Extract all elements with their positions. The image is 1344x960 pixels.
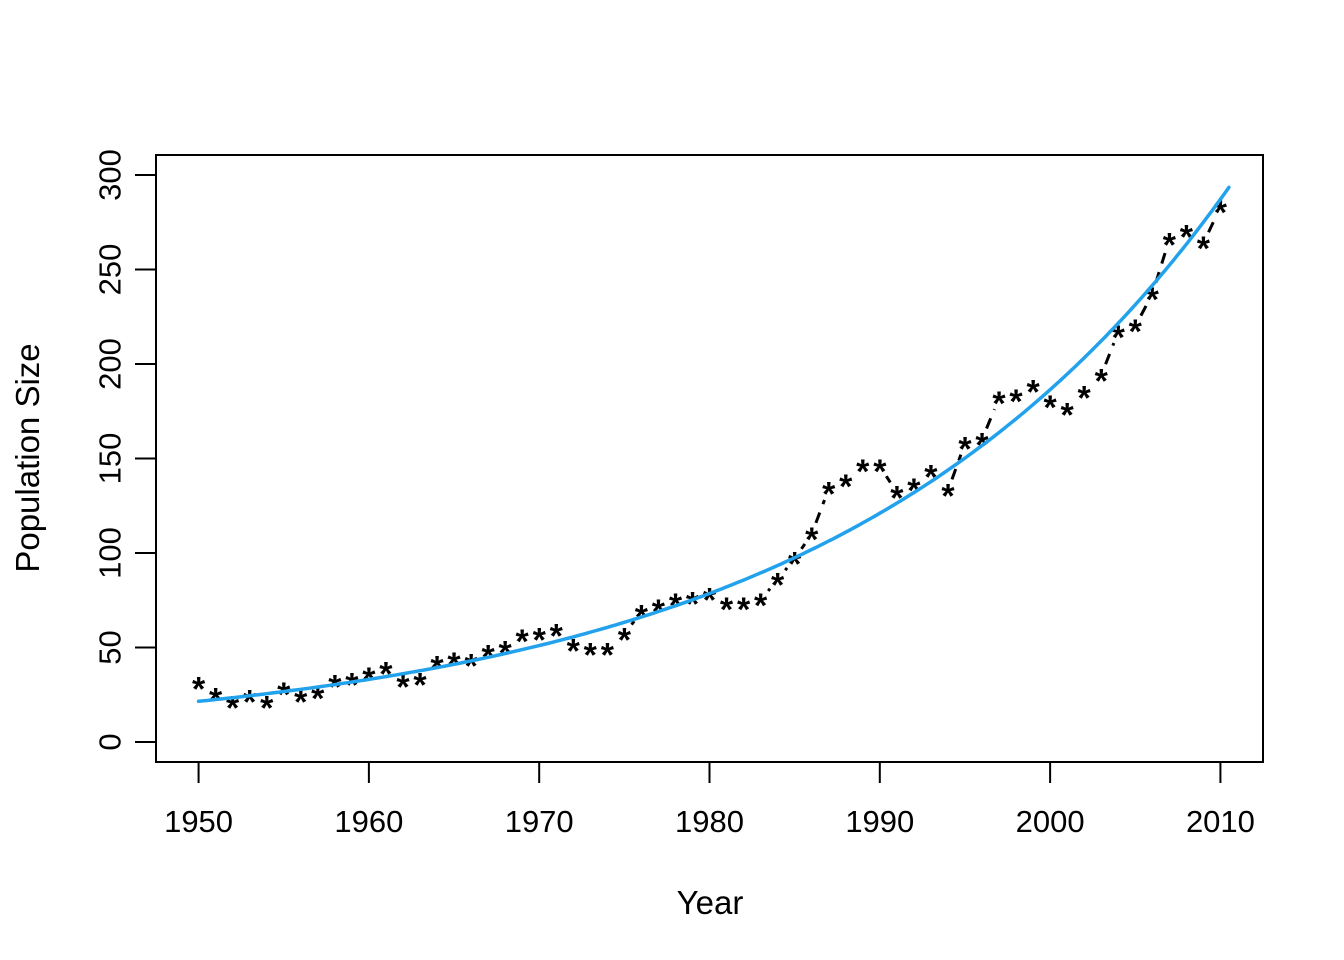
data-point: * xyxy=(1078,379,1092,417)
data-point: * xyxy=(601,636,615,674)
data-point: * xyxy=(413,667,427,705)
dashed-connector xyxy=(814,499,826,524)
data-point: * xyxy=(226,689,240,727)
y-axis-tick-label: 50 xyxy=(93,630,128,664)
data-point: * xyxy=(1061,396,1075,434)
dashed-connector xyxy=(985,408,996,430)
data-point: * xyxy=(1009,383,1023,421)
data-point: * xyxy=(703,582,717,620)
y-axis-tick-label: 300 xyxy=(93,149,128,201)
data-point: * xyxy=(1043,389,1057,427)
data-point: * xyxy=(890,480,904,518)
data-point: * xyxy=(737,591,751,629)
data-point: * xyxy=(345,667,359,705)
dashed-connector xyxy=(784,566,789,572)
dashed-connector xyxy=(800,543,807,550)
data-point: * xyxy=(686,585,700,623)
data-point: * xyxy=(311,680,325,718)
x-axis-tick-label: 1980 xyxy=(675,804,744,839)
fit-curve xyxy=(196,185,1231,704)
data-point: * xyxy=(788,546,802,584)
data-point: * xyxy=(771,566,785,604)
y-axis-tick-label: 150 xyxy=(93,433,128,485)
data-point: * xyxy=(260,689,274,727)
data-point: * xyxy=(992,385,1006,423)
data-point: * xyxy=(839,468,853,506)
data-point: * xyxy=(720,591,734,629)
dashed-connector xyxy=(885,475,892,484)
x-axis-title: Year xyxy=(676,884,744,921)
dashed-connector xyxy=(1139,303,1149,317)
y-axis-tick-label: 200 xyxy=(93,338,128,390)
data-point: * xyxy=(618,621,632,659)
data-point: * xyxy=(856,453,870,491)
data-point: * xyxy=(243,684,257,722)
x-axis-tick-label: 1970 xyxy=(505,804,574,839)
data-point: * xyxy=(754,587,768,625)
data-point: * xyxy=(567,633,581,671)
dashed-connector xyxy=(630,620,636,626)
data-point: * xyxy=(516,623,530,661)
data-point: * xyxy=(328,668,342,706)
dashed-connector xyxy=(767,587,772,592)
data-point: * xyxy=(924,459,938,497)
data-point: * xyxy=(822,476,836,514)
data-point: * xyxy=(1197,230,1211,268)
data-point: * xyxy=(294,684,308,722)
data-point: * xyxy=(396,668,410,706)
data-point: * xyxy=(379,655,393,693)
y-axis-tick-label: 250 xyxy=(93,244,128,296)
data-point: * xyxy=(550,617,564,655)
dashed-connector xyxy=(1104,342,1116,365)
x-axis-tick-label: 2010 xyxy=(1186,804,1255,839)
data-point: * xyxy=(533,621,547,659)
x-axis-tick-label: 1960 xyxy=(334,804,403,839)
y-axis-title: Population Size xyxy=(9,343,46,573)
x-axis-tick-label: 1950 xyxy=(164,804,233,839)
data-point: * xyxy=(941,478,955,516)
dashed-connector xyxy=(950,454,963,480)
x-axis-tick-label: 2000 xyxy=(1016,804,1085,839)
y-axis-tick-label: 100 xyxy=(93,527,128,579)
data-point: * xyxy=(464,648,478,686)
data-point: * xyxy=(277,676,291,714)
data-point: * xyxy=(192,670,206,708)
data-point: * xyxy=(1129,313,1143,351)
dashed-connector xyxy=(1207,217,1217,233)
y-axis-tick-label: 0 xyxy=(93,733,128,750)
x-axis-tick-label: 1990 xyxy=(845,804,914,839)
data-point: * xyxy=(1163,226,1177,264)
plot-border xyxy=(155,154,1264,763)
data-point: * xyxy=(1095,362,1109,400)
data-point: * xyxy=(873,453,887,491)
data-point: * xyxy=(584,636,598,674)
